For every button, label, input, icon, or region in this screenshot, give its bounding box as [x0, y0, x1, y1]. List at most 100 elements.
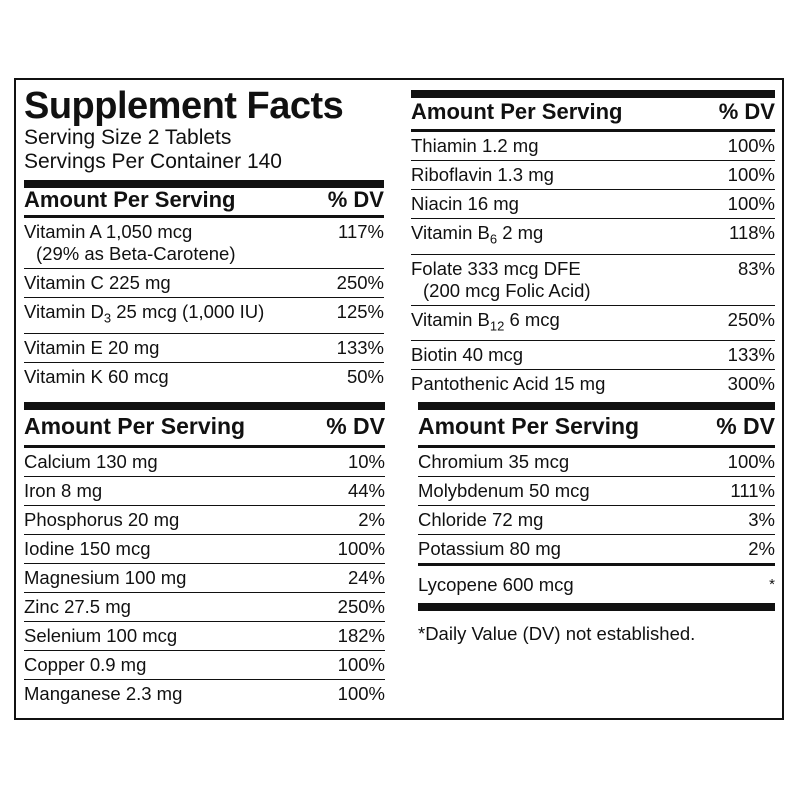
- table-row: Biotin 40 mcg 133%: [411, 341, 775, 371]
- table-row: Folate 333 mcg DFE (200 mcg Folic Acid) …: [411, 255, 775, 306]
- divider-bar: [24, 180, 384, 188]
- table-row: Lycopene 600 mcg *: [418, 566, 775, 599]
- amount-per-serving-label: Amount Per Serving: [411, 99, 623, 124]
- table-row: Molybdenum 50 mcg 111%: [418, 477, 775, 506]
- nutrient-dv: 111%: [730, 480, 775, 501]
- nutrient-name: Magnesium 100 mg: [24, 567, 187, 588]
- page-title: Supplement Facts: [24, 85, 344, 127]
- nutrient-name: Calcium 130 mg: [24, 451, 158, 472]
- nutrient-dv: 50%: [346, 365, 384, 387]
- section-header: Amount Per Serving % DV: [24, 187, 384, 218]
- nutrient-dv: 100%: [727, 164, 775, 185]
- nutrient-dv: 117%: [338, 221, 384, 242]
- nutrient-name: Vitamin E 20 mg: [24, 336, 160, 358]
- nutrient-dv: 133%: [727, 344, 775, 366]
- table-row: Vitamin B6 2 mg 118%: [411, 219, 775, 255]
- amount-per-serving-label: Amount Per Serving: [24, 187, 236, 212]
- supplement-facts-panel: [14, 78, 784, 720]
- nutrient-name: Riboflavin 1.3 mg: [411, 164, 554, 185]
- nutrient-dv: 3%: [748, 509, 775, 530]
- nutrient-dv: 250%: [337, 596, 385, 617]
- nutrient-name: Copper 0.9 mg: [24, 654, 147, 675]
- dv-label: % DV: [326, 413, 385, 439]
- table-row: Selenium 100 mcg 182%: [24, 622, 385, 651]
- nutrient-dv: 24%: [347, 567, 385, 588]
- divider-bar: [418, 603, 775, 611]
- nutrient-name: Vitamin C 225 mg: [24, 272, 171, 293]
- nutrient-note: (200 mcg Folic Acid): [423, 279, 591, 301]
- nutrient-name: Chromium 35 mcg: [418, 451, 570, 472]
- nutrient-name: Lycopene 600 mcg: [418, 574, 574, 595]
- nutrient-name: Iron 8 mg: [24, 480, 103, 501]
- nutrient-dv: 100%: [337, 538, 385, 559]
- nutrient-name: Pantothenic Acid 15 mg: [411, 373, 606, 395]
- nutrient-dv: 83%: [737, 257, 775, 279]
- dv-label: % DV: [327, 187, 384, 212]
- dv-label: % DV: [718, 99, 775, 124]
- table-row: Vitamin A 1,050 mcg (29% as Beta-Caroten…: [24, 218, 384, 269]
- nutrient-dv: 182%: [337, 625, 385, 646]
- nutrient-dv: 100%: [727, 135, 775, 156]
- nutrient-name: Phosphorus 20 mg: [24, 509, 180, 530]
- table-row: Manganese 2.3 mg 100%: [24, 680, 385, 708]
- nutrient-name: Niacin 16 mg: [411, 193, 519, 214]
- nutrient-dv: 300%: [727, 373, 775, 395]
- nutrient-dv: 2%: [748, 538, 775, 559]
- table-row: Vitamin D3 25 mcg (1,000 IU) 125%: [24, 298, 384, 334]
- table-row: Vitamin E 20 mg 133%: [24, 334, 384, 363]
- nutrient-dv: *: [769, 576, 775, 593]
- divider-bar: [418, 402, 775, 410]
- nutrient-name: Biotin 40 mcg: [411, 344, 524, 366]
- nutrient-name: Manganese 2.3 mg: [24, 683, 183, 704]
- column-top-right: Amount Per Serving % DV Thiamin 1.2 mg 1…: [411, 90, 775, 398]
- table-row: Pantothenic Acid 15 mg 300%: [411, 370, 775, 398]
- section-header: Amount Per Serving % DV: [411, 98, 775, 132]
- nutrient-name: Vitamin K 60 mcg: [24, 365, 169, 387]
- nutrient-dv: 2%: [358, 509, 385, 530]
- table-row: Copper 0.9 mg 100%: [24, 651, 385, 680]
- table-row: Zinc 27.5 mg 250%: [24, 593, 385, 622]
- table-row: Calcium 130 mg 10%: [24, 448, 385, 477]
- table-row: Vitamin K 60 mcg 50%: [24, 363, 384, 391]
- divider-bar: [24, 402, 385, 410]
- nutrient-dv: 10%: [347, 451, 385, 472]
- nutrient-dv: 100%: [727, 451, 775, 472]
- column-bottom-left: Amount Per Serving % DV Calcium 130 mg 1…: [24, 402, 385, 708]
- servings-per-container: Servings Per Container 140: [24, 150, 282, 173]
- section-header: Amount Per Serving % DV: [418, 410, 775, 448]
- nutrient-name: Chloride 72 mg: [418, 509, 544, 530]
- divider-bar: [411, 90, 775, 98]
- nutrient-dv: 100%: [727, 193, 775, 214]
- nutrient-name: Vitamin B6 2 mg: [411, 222, 544, 247]
- table-row: Vitamin B12 6 mcg 250%: [411, 306, 775, 342]
- nutrient-name: Potassium 80 mg: [418, 538, 561, 559]
- table-row: Chromium 35 mcg 100%: [418, 448, 775, 477]
- nutrient-name: Iodine 150 mcg: [24, 538, 151, 559]
- table-row: Chloride 72 mg 3%: [418, 506, 775, 535]
- table-row: Iron 8 mg 44%: [24, 477, 385, 506]
- nutrient-name: Selenium 100 mcg: [24, 625, 178, 646]
- table-row: Potassium 80 mg 2%: [418, 535, 775, 566]
- nutrient-note: (29% as Beta-Carotene): [36, 243, 236, 264]
- table-row: Phosphorus 20 mg 2%: [24, 506, 385, 535]
- table-row: Magnesium 100 mg 24%: [24, 564, 385, 593]
- nutrient-name: Vitamin B12 6 mcg: [411, 308, 560, 334]
- table-row: Thiamin 1.2 mg 100%: [411, 132, 775, 161]
- nutrient-dv: 44%: [347, 480, 385, 501]
- nutrient-dv: 100%: [337, 654, 385, 675]
- nutrient-name: Vitamin D3 25 mcg (1,000 IU): [24, 301, 265, 326]
- section-header: Amount Per Serving % DV: [24, 410, 385, 448]
- nutrient-dv: 125%: [336, 301, 384, 322]
- column-top-left: Supplement Facts Serving Size 2 Tablets …: [24, 86, 384, 391]
- nutrient-name: Vitamin A 1,050 mcg: [24, 221, 193, 242]
- dv-label: % DV: [716, 413, 775, 439]
- nutrient-dv: 118%: [729, 222, 775, 243]
- serving-size: Serving Size 2 Tablets: [24, 126, 232, 149]
- nutrient-name: Thiamin 1.2 mg: [411, 135, 539, 156]
- nutrient-dv: 133%: [336, 336, 384, 358]
- nutrient-name: Molybdenum 50 mcg: [418, 480, 590, 501]
- nutrient-name: Zinc 27.5 mg: [24, 596, 131, 617]
- table-row: Vitamin C 225 mg 250%: [24, 269, 384, 298]
- table-row: Niacin 16 mg 100%: [411, 190, 775, 219]
- column-bottom-right: Amount Per Serving % DV Chromium 35 mcg …: [418, 402, 775, 645]
